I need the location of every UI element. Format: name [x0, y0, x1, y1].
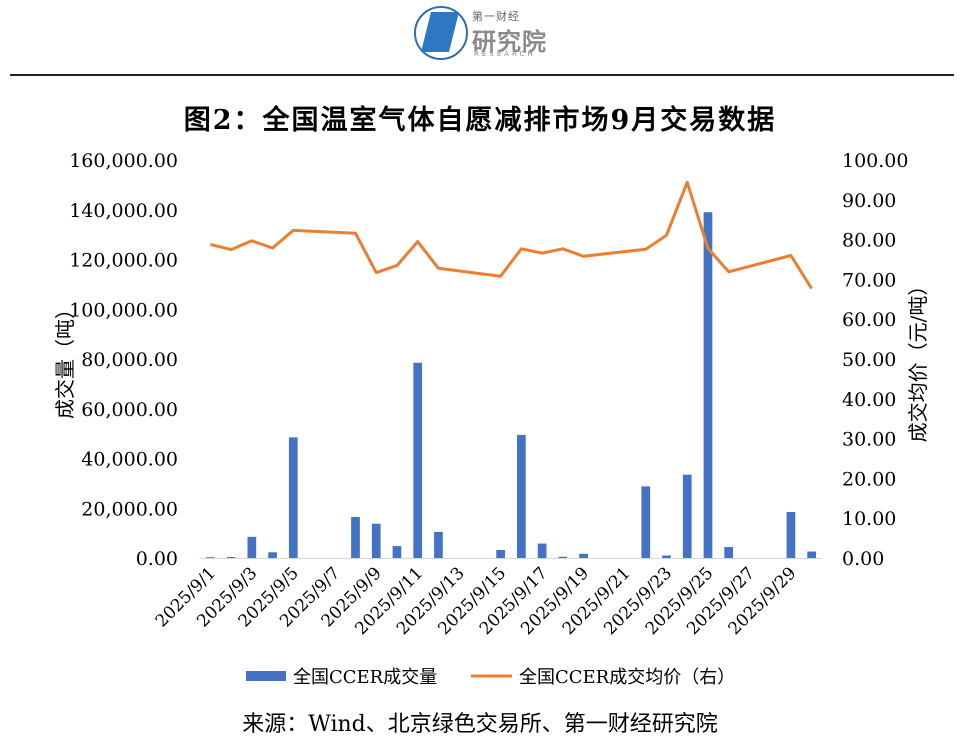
bar-3	[247, 537, 256, 558]
y-left-tick-label: 40,000.00	[81, 449, 178, 471]
bar-2	[227, 557, 236, 558]
bar-9	[372, 524, 381, 558]
y-left-tick-label: 80,000.00	[81, 349, 178, 371]
bar-10	[393, 546, 402, 558]
price-line	[210, 182, 811, 288]
y-left-axis-label: 成交量（吨）	[53, 299, 77, 419]
bar-19	[579, 554, 588, 558]
y-right-tick-label: 70.00	[842, 269, 896, 291]
legend-bar-swatch	[246, 671, 286, 681]
bar-15	[496, 550, 505, 558]
y-left-tick-label: 120,000.00	[69, 250, 178, 272]
y-right-tick-label: 60.00	[842, 309, 896, 331]
bar-16	[517, 435, 526, 558]
bar-18	[558, 557, 567, 558]
y-right-axis-label: 成交均价（元/吨）	[906, 276, 930, 443]
y-left-tick-label: 20,000.00	[81, 498, 178, 520]
bar-5	[289, 437, 298, 558]
y-right-tick-label: 0.00	[842, 548, 884, 570]
y-left-tick-label: 0.00	[136, 548, 178, 570]
y-right-tick-label: 40.00	[842, 389, 896, 411]
bar-29	[787, 512, 796, 558]
y-right-tick-label: 80.00	[842, 230, 896, 252]
y-left-tick-label: 140,000.00	[69, 200, 178, 222]
y-left-tick-label: 160,000.00	[69, 150, 178, 172]
y-right-tick-label: 100.00	[842, 150, 908, 172]
bar-1	[206, 557, 215, 558]
bar-11	[413, 363, 422, 558]
y-right-tick-label: 10.00	[842, 508, 896, 530]
bar-12	[434, 532, 443, 558]
y-right-tick-label: 30.00	[842, 429, 896, 451]
y-left-tick-label: 100,000.00	[69, 299, 178, 321]
bar-22	[641, 486, 650, 558]
legend-bar-label: 全国CCER成交量	[293, 667, 437, 688]
bar-26	[724, 547, 733, 558]
bar-24	[683, 475, 692, 558]
bar-8	[351, 517, 360, 558]
bar-4	[268, 552, 277, 558]
bar-23	[662, 556, 671, 558]
bar-17	[538, 544, 547, 558]
y-right-tick-label: 50.00	[842, 349, 896, 371]
legend-line-label: 全国CCER成交均价（右）	[519, 667, 735, 688]
bar-30	[807, 552, 816, 558]
source-note: 来源：Wind、北京绿色交易所、第一财经研究院	[0, 706, 960, 738]
y-right-tick-label: 90.00	[842, 190, 896, 212]
y-left-tick-label: 60,000.00	[81, 399, 178, 421]
y-right-tick-label: 20.00	[842, 468, 896, 490]
bar-25	[704, 212, 713, 558]
